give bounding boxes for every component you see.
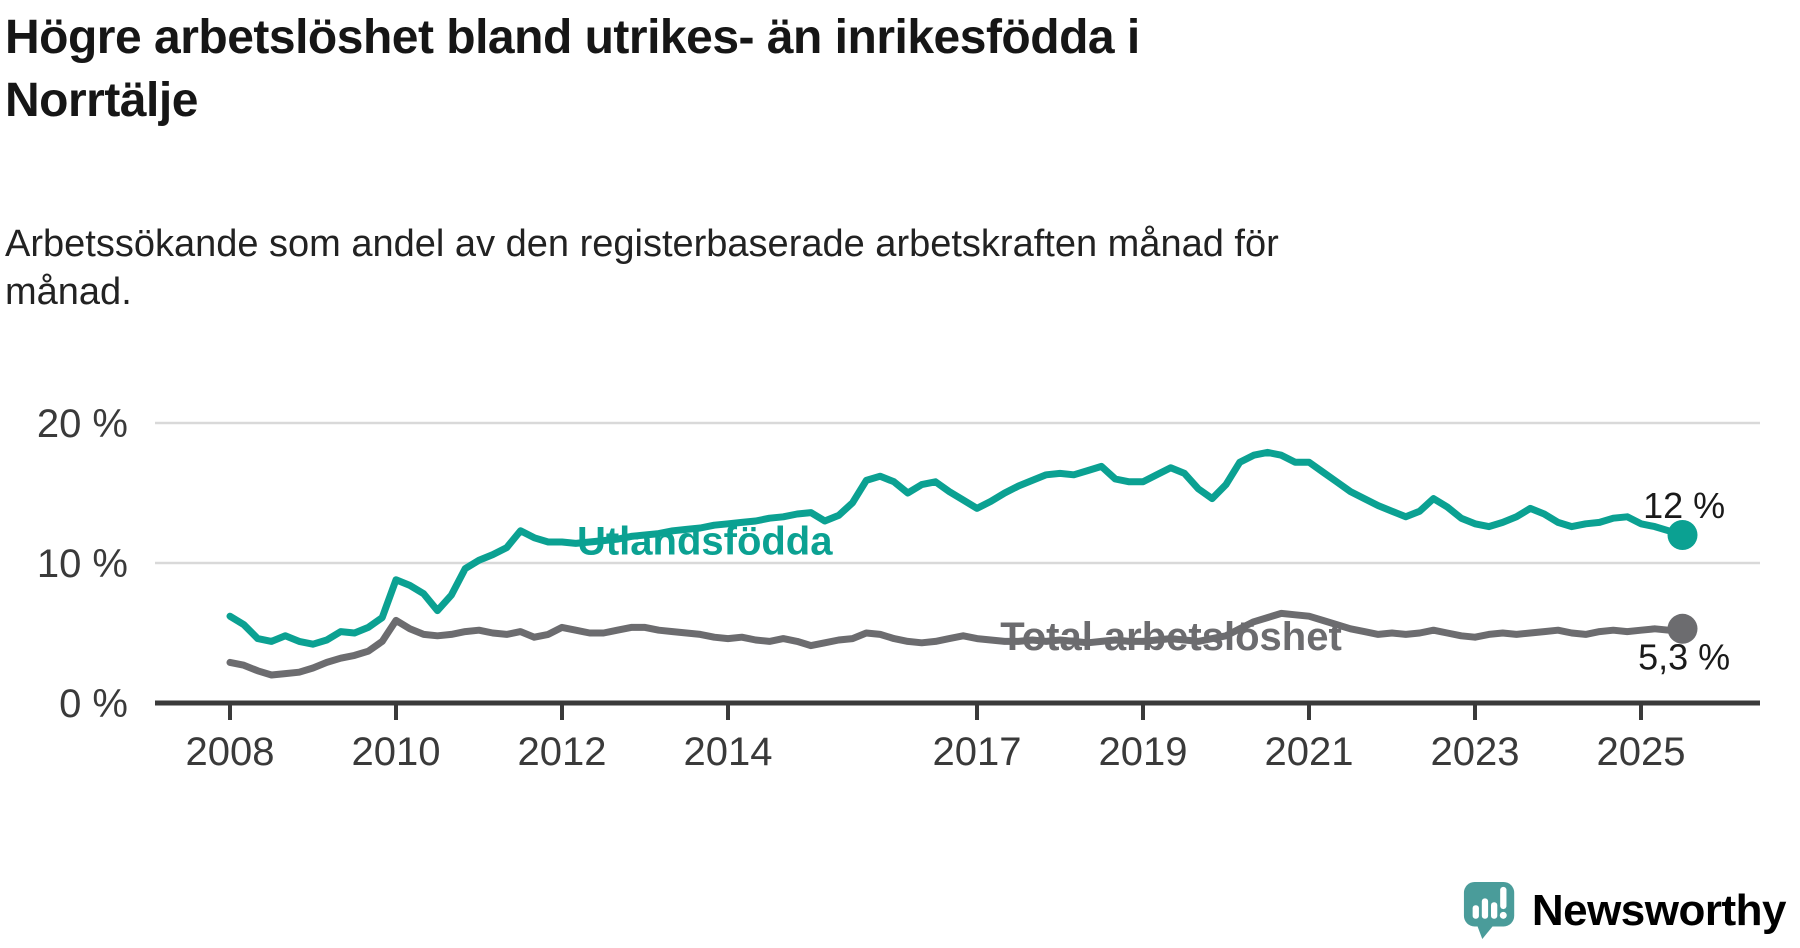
x-tick-label-2012: 2012 — [518, 730, 607, 774]
x-tick-label-2017: 2017 — [933, 730, 1022, 774]
x-tick-label-2014: 2014 — [684, 730, 773, 774]
newsworthy-logo: Newsworthy — [1462, 880, 1787, 942]
series-line-utlandsfodda — [226, 448, 1686, 648]
page-subtitle-line-2: månad. — [5, 271, 132, 313]
x-tick-label-2023: 2023 — [1431, 730, 1520, 774]
y-tick-label-20: 20 % — [37, 402, 128, 446]
x-tick-label-2008: 2008 — [186, 730, 275, 774]
series-end-dot-utlandsfodda — [1667, 520, 1698, 550]
series-end-value-utlandsfodda: 12 % — [1643, 485, 1725, 526]
newsworthy-speech-bubble-chart-icon — [1463, 882, 1515, 940]
page-title: Högre arbetslöshet bland utrikes- än inr… — [5, 6, 1705, 132]
page-title-line-2: Norrtälje — [5, 74, 198, 127]
page-subtitle: Arbetssökande som andel av den registerb… — [5, 220, 1505, 316]
y-tick-label-10: 10 % — [37, 542, 128, 586]
series-label-total: Total arbetslöshet — [1000, 615, 1342, 659]
x-tick-label-2010: 2010 — [352, 730, 441, 774]
x-tick-label-2019: 2019 — [1099, 730, 1188, 774]
y-tick-label-0: 0 % — [59, 682, 128, 726]
page-title-line-1: Högre arbetslöshet bland utrikes- än inr… — [5, 11, 1140, 64]
x-tick-label-2021: 2021 — [1265, 730, 1354, 774]
x-tick-label-2025: 2025 — [1597, 730, 1686, 774]
series-end-value-total: 5,3 % — [1638, 636, 1730, 677]
page-subtitle-line-1: Arbetssökande som andel av den registerb… — [5, 223, 1279, 265]
series-line-total — [226, 609, 1686, 679]
series-label-utlandsfodda: Utlandsfödda — [577, 520, 833, 564]
newsworthy-logo-text: Newsworthy — [1531, 886, 1787, 935]
series-end-dot-total — [1667, 613, 1698, 644]
